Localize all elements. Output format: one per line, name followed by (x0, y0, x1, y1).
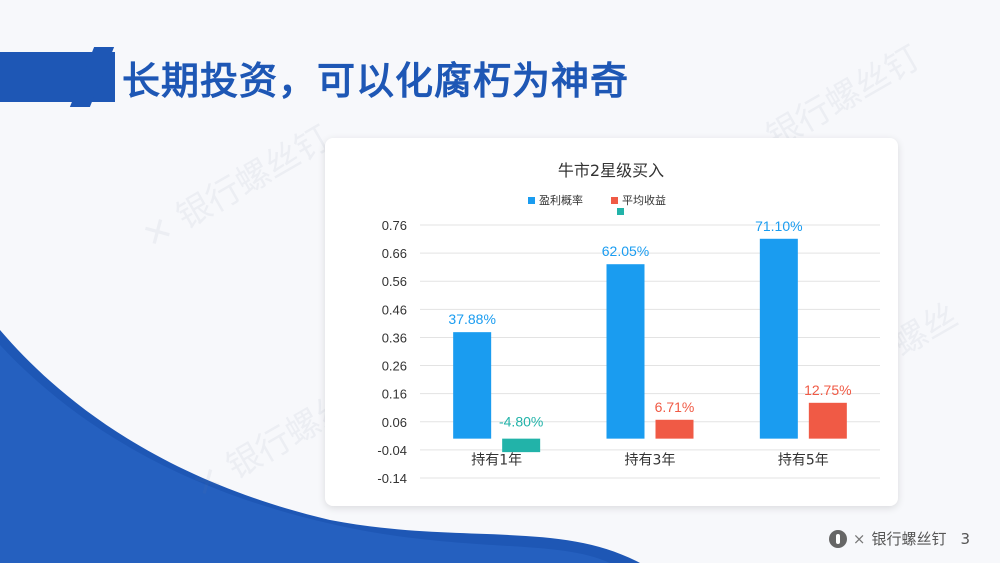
y-tick-label: 0.16 (382, 387, 407, 402)
brand-logo-icon (828, 529, 847, 548)
bar (606, 264, 645, 439)
data-label: 6.71% (655, 399, 695, 415)
chart-legend: 盈利概率 平均收益 (528, 193, 666, 215)
y-tick-label: 0.66 (382, 246, 407, 261)
legend-swatch (611, 197, 618, 204)
chart-title: 牛市2星级买入 (558, 161, 664, 180)
data-label: 71.10% (755, 218, 802, 234)
bar (655, 419, 694, 439)
y-tick-label: 0.36 (382, 330, 407, 345)
page-title: 长期投资，可以化腐朽为神奇 (122, 59, 630, 103)
data-label: -4.80% (499, 414, 543, 430)
bar (453, 332, 492, 439)
bar (759, 238, 798, 439)
page-number: 3 (960, 529, 970, 548)
chart-grid (420, 224, 880, 479)
data-labels: 37.88% -4.80% 62.05% 6.71% 71.10% 12.75% (448, 218, 851, 430)
bar-chart: 牛市2星级买入 盈利概率 平均收益 0.76 0.66 0.56 0.46 0.36 0.2… (377, 161, 880, 486)
bar (502, 438, 541, 453)
chart-card: 牛市2星级买入 盈利概率 平均收益 0.76 0.66 0.56 0.46 0.36 0.2… (325, 138, 898, 506)
bar (808, 402, 847, 439)
legend-label: 平均收益 (622, 193, 666, 207)
y-tick-label: 0.06 (382, 415, 407, 430)
y-tick-label: 0.76 (382, 218, 407, 233)
y-tick-label: -0.04 (377, 443, 407, 458)
x-axis-categories: 持有1年 持有3年 持有5年 (471, 453, 829, 469)
legend-swatch (528, 197, 535, 204)
brand-separator: × (852, 529, 866, 548)
x-category-label: 持有1年 (471, 453, 522, 469)
data-label: 62.05% (602, 243, 649, 259)
footer: × 银行螺丝钉 3 (828, 528, 970, 549)
data-label: 37.88% (448, 311, 495, 327)
brand-name: 银行螺丝钉 (871, 530, 947, 548)
chart-bars (453, 238, 847, 453)
y-tick-label: 0.26 (382, 359, 407, 374)
legend-label: 盈利概率 (539, 193, 583, 207)
x-category-label: 持有5年 (778, 453, 829, 469)
y-tick-label: -0.14 (377, 471, 407, 486)
y-tick-label: 0.56 (382, 274, 407, 289)
x-category-label: 持有3年 (625, 453, 676, 469)
data-label: 12.75% (804, 382, 851, 398)
y-axis-ticks: 0.76 0.66 0.56 0.46 0.36 0.26 0.16 0.06 -0.04 -0.… (377, 218, 407, 486)
y-tick-label: 0.46 (382, 302, 407, 317)
legend-swatch (617, 208, 624, 215)
